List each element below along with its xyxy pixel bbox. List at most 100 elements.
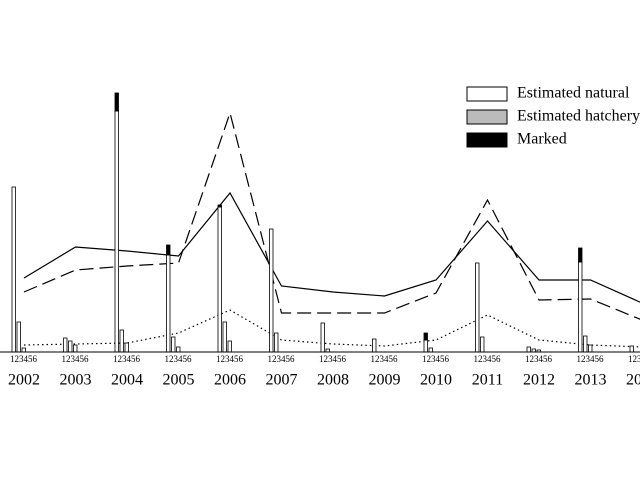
bar-segment [222, 321, 227, 353]
sub-label: 4 [384, 354, 389, 364]
x-tick-label: 2004 [111, 372, 143, 389]
sub-label: 6 [393, 354, 398, 364]
sub-labels: 123456 [113, 354, 141, 364]
sub-label: 2 [375, 354, 380, 364]
sub-label: 1 [62, 354, 67, 364]
sub-labels: 123456 [62, 354, 90, 364]
sub-label: 3 [174, 354, 179, 364]
bar-segment [21, 347, 26, 353]
bar-segment [16, 321, 21, 353]
sub-label: 2 [169, 354, 174, 364]
sub-label: 6 [239, 354, 244, 364]
line-series [23, 110, 640, 320]
sub-labels: 123456 [10, 354, 38, 364]
sub-label: 3 [277, 354, 282, 364]
sub-label: 2 [581, 354, 586, 364]
sub-labels: 123456 [268, 354, 296, 364]
sub-label: 5 [131, 354, 136, 364]
bar-segment [372, 338, 377, 353]
bar-segment [217, 204, 222, 208]
sub-label: 1 [10, 354, 15, 364]
bar-segment [124, 342, 129, 353]
sub-label: 3 [637, 354, 640, 364]
x-tick-label: 2009 [369, 372, 401, 389]
sub-label: 1 [577, 354, 582, 364]
bar-segment [11, 186, 16, 353]
bar-segment [526, 346, 531, 353]
sub-label: 2 [478, 354, 483, 364]
sub-label: 6 [599, 354, 604, 364]
bar-segment [269, 228, 274, 353]
sub-label: 3 [534, 354, 539, 364]
sub-label: 3 [586, 354, 591, 364]
bar-segment [166, 254, 171, 353]
line-series [23, 309, 640, 348]
legend-swatch [466, 86, 508, 102]
sub-label: 4 [333, 354, 338, 364]
bar-segment [217, 206, 222, 353]
x-tick-label: 2005 [163, 372, 195, 389]
x-tick-label: 2010 [420, 372, 452, 389]
sub-label: 3 [225, 354, 230, 364]
sub-label: 2 [221, 354, 226, 364]
sub-label: 1 [371, 354, 376, 364]
sub-labels: 123456 [216, 354, 244, 364]
sub-labels: 123456 [525, 354, 553, 364]
legend-swatch [466, 109, 508, 125]
bar-segment [171, 336, 176, 353]
bar-segment [629, 345, 634, 353]
legend-swatch [466, 132, 508, 148]
sub-label: 1 [216, 354, 221, 364]
sub-label: 5 [389, 354, 394, 364]
sub-label: 6 [290, 354, 295, 364]
bar-segment [423, 339, 428, 353]
bar-segment [63, 337, 68, 353]
sub-labels: 123456 [628, 354, 640, 364]
sub-labels: 123456 [577, 354, 605, 364]
sub-label: 1 [165, 354, 170, 364]
bar-segment [227, 340, 232, 353]
sub-label: 5 [492, 354, 497, 364]
sub-label: 5 [543, 354, 548, 364]
sub-label: 2 [324, 354, 329, 364]
bar-segment [274, 332, 279, 353]
sub-label: 1 [319, 354, 324, 364]
sub-label: 6 [548, 354, 553, 364]
sub-label: 2 [272, 354, 277, 364]
bar-segment [68, 340, 73, 353]
sub-label: 3 [380, 354, 385, 364]
sub-label: 5 [286, 354, 291, 364]
sub-label: 4 [230, 354, 235, 364]
sub-label: 6 [136, 354, 141, 364]
bar-segment [583, 335, 588, 353]
sub-label: 1 [268, 354, 273, 364]
sub-label: 3 [122, 354, 127, 364]
sub-labels: 123456 [371, 354, 399, 364]
sub-label: 1 [525, 354, 530, 364]
bar-segment [73, 344, 78, 353]
x-tick-label: 2011 [472, 372, 503, 389]
sub-label: 4 [24, 354, 29, 364]
sub-label: 4 [590, 354, 595, 364]
sub-label: 5 [337, 354, 342, 364]
sub-label: 6 [342, 354, 347, 364]
sub-label: 4 [75, 354, 80, 364]
sub-label: 1 [474, 354, 479, 364]
line-series [23, 191, 640, 303]
sub-labels: 123456 [422, 354, 450, 364]
legend-label: Estimated hatchery [517, 108, 640, 125]
sub-labels: 123456 [319, 354, 347, 364]
bar-segment [320, 322, 325, 353]
sub-label: 5 [234, 354, 239, 364]
sub-labels: 123456 [474, 354, 502, 364]
sub-label: 2 [66, 354, 71, 364]
sub-labels: 123456 [165, 354, 193, 364]
x-tick-label: 2008 [317, 372, 349, 389]
sub-label: 4 [539, 354, 544, 364]
bar-segment [428, 347, 433, 353]
bar-segment [588, 344, 593, 353]
sub-label: 3 [431, 354, 436, 364]
sub-label: 2 [118, 354, 123, 364]
sub-label: 3 [19, 354, 24, 364]
